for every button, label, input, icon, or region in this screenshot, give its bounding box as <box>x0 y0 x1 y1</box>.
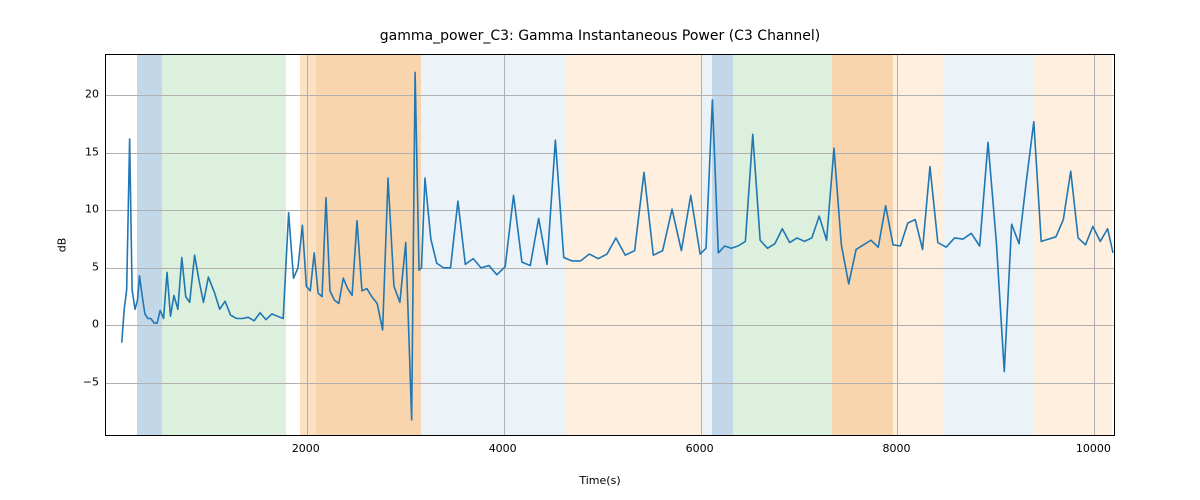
y-axis-label: dB <box>56 238 69 253</box>
x-tick-label: 2000 <box>292 442 320 455</box>
line-plot-svg <box>106 55 1115 436</box>
x-tick-label: 10000 <box>1076 442 1111 455</box>
x-tick-label: 4000 <box>489 442 517 455</box>
chart-container: gamma_power_C3: Gamma Instantaneous Powe… <box>0 0 1200 500</box>
data-line <box>122 72 1113 419</box>
y-tick-label: 10 <box>65 203 99 216</box>
y-tick-label: 20 <box>65 88 99 101</box>
y-tick-label: 0 <box>65 318 99 331</box>
y-tick-label: −5 <box>65 375 99 388</box>
x-axis-label: Time(s) <box>0 474 1200 487</box>
chart-title: gamma_power_C3: Gamma Instantaneous Powe… <box>0 28 1200 44</box>
x-tick-label: 6000 <box>686 442 714 455</box>
y-tick-label: 15 <box>65 145 99 158</box>
y-tick-label: 5 <box>65 260 99 273</box>
x-tick-label: 8000 <box>882 442 910 455</box>
plot-area <box>105 54 1115 436</box>
